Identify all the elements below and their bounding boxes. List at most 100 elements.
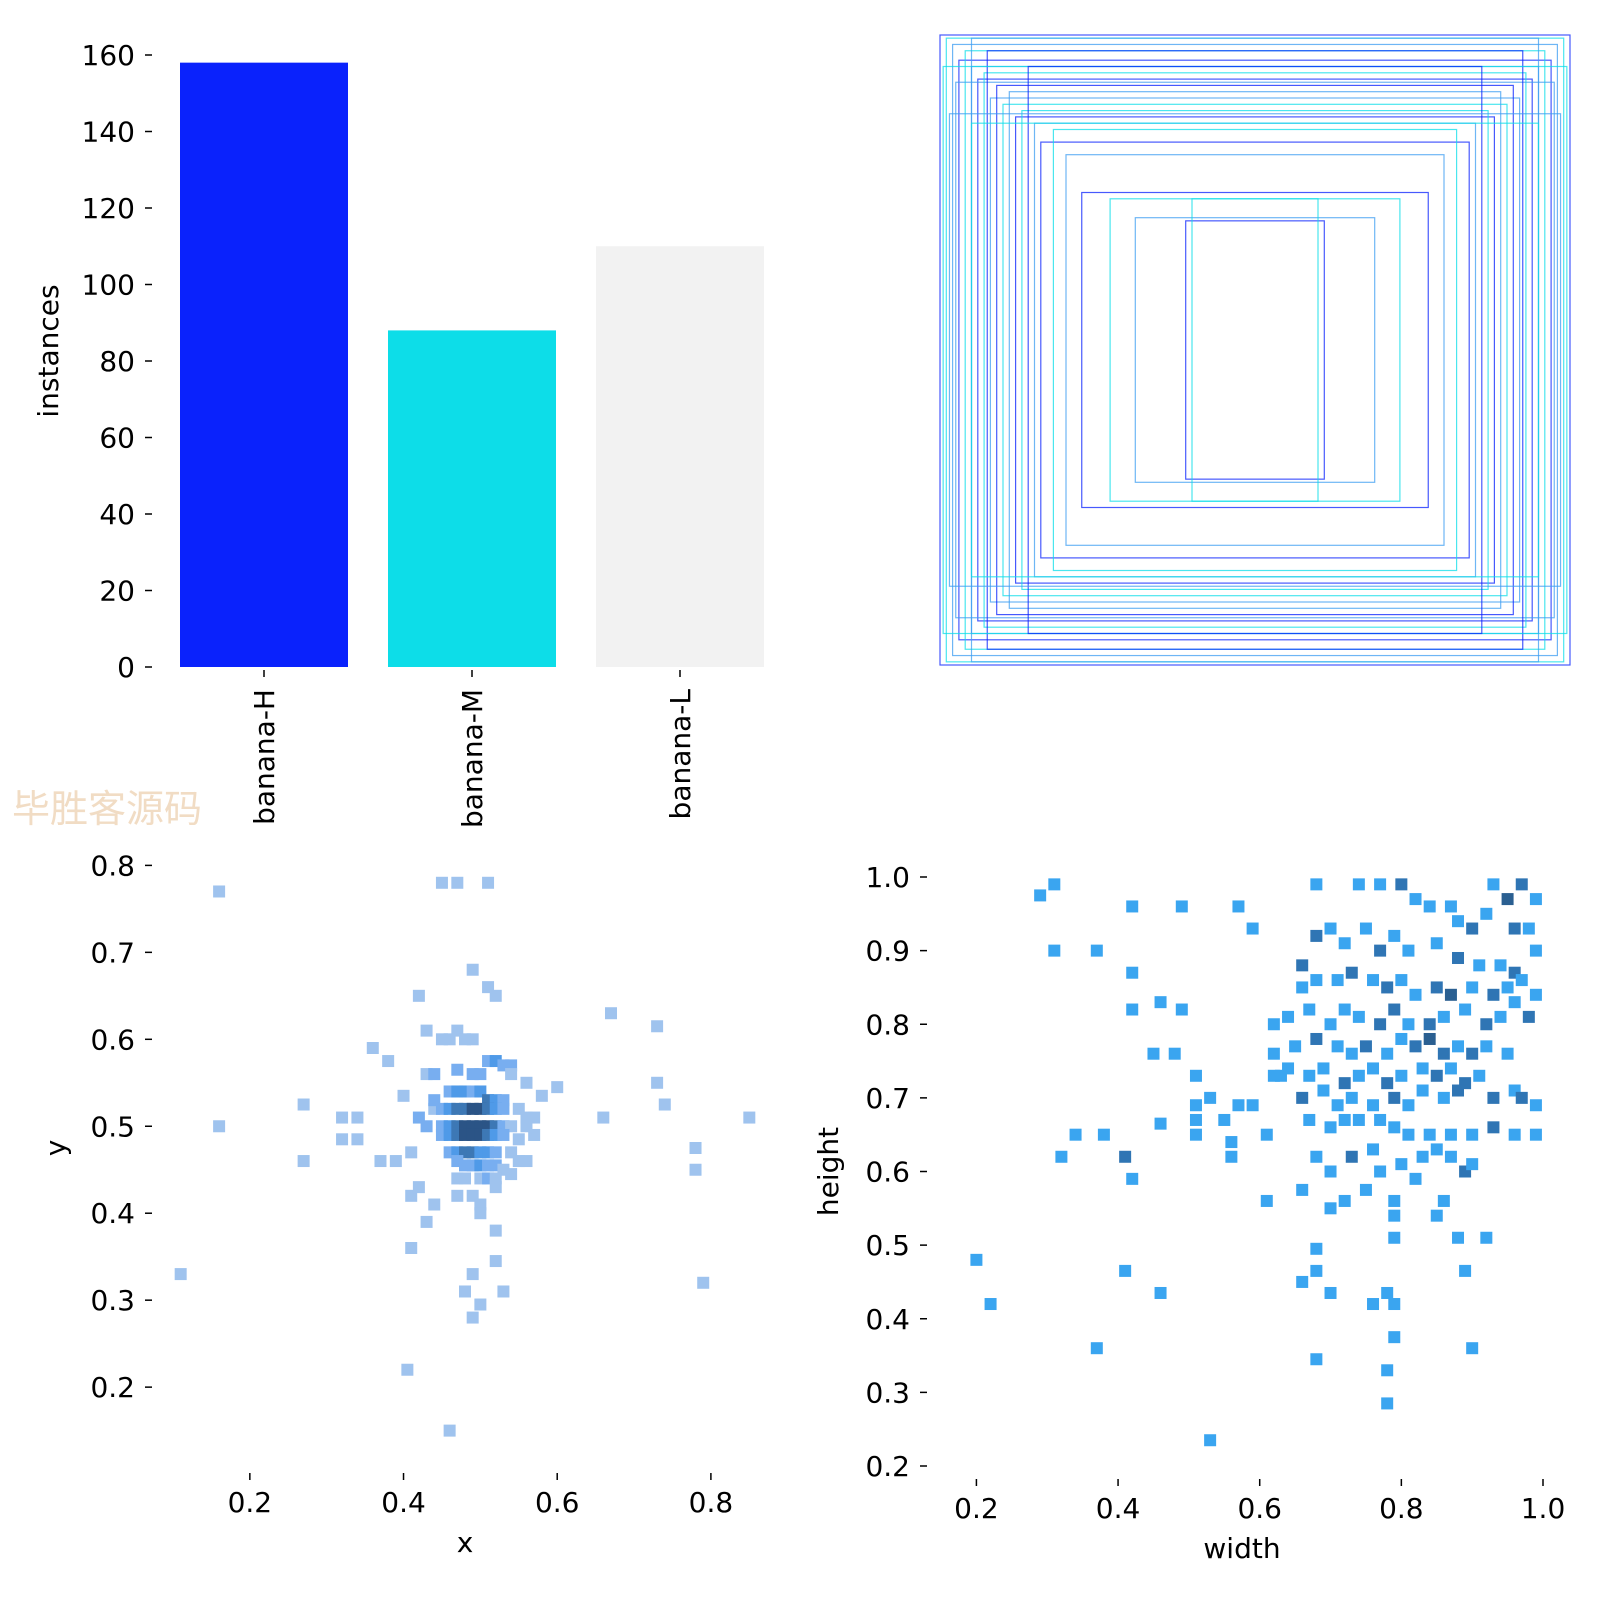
heatmap-cell	[1126, 1172, 1139, 1185]
bounding-box	[1065, 154, 1445, 546]
heatmap-cell	[1501, 981, 1514, 994]
heatmap-cell	[505, 1168, 518, 1181]
heatmap-cell	[1423, 1032, 1436, 1045]
heatmap-cell	[1055, 1150, 1068, 1163]
bar-banana-M	[388, 330, 556, 667]
bounding-box-overlay-panel	[939, 34, 1571, 666]
heatmap-cell	[482, 876, 495, 889]
heatmap-cell	[1090, 1342, 1103, 1355]
heatmap-cell	[1324, 1165, 1337, 1178]
heatmap-cell	[1466, 1158, 1479, 1171]
heatmap-cell	[1303, 1113, 1316, 1126]
heatmap-cell	[1480, 1231, 1493, 1244]
heatmap-cell	[1381, 1397, 1394, 1410]
heatmap-cell	[1282, 1010, 1295, 1023]
heatmap-cell	[1381, 1047, 1394, 1060]
heatmap-cell	[689, 1142, 702, 1154]
heatmap-cell	[1324, 1286, 1337, 1299]
heatmap-cell	[1452, 915, 1465, 928]
heatmap-cell	[412, 1181, 425, 1194]
heatmap-cell	[474, 1068, 487, 1081]
heatmap-cell	[1359, 922, 1372, 935]
y-tick-label: 20	[99, 575, 135, 608]
heatmap-cell	[505, 1120, 518, 1133]
heatmap-cell	[1090, 944, 1103, 957]
heatmap-cell	[1331, 974, 1344, 987]
heatmap-cell	[420, 1120, 433, 1133]
y-tick-label: 60	[99, 422, 135, 455]
heatmap-cell	[374, 1155, 387, 1168]
heatmap-cell	[1189, 1113, 1202, 1126]
heatmap-cell	[489, 1255, 502, 1268]
y-tick-label: 140	[82, 116, 135, 149]
heatmap-cell	[743, 1111, 756, 1124]
heatmap-cell	[1381, 1286, 1394, 1299]
heatmap-cell	[489, 1224, 502, 1237]
heatmap-cell	[1069, 1128, 1082, 1141]
bounding-box	[1109, 198, 1401, 502]
heatmap-cell	[174, 1268, 187, 1281]
bounding-box	[1081, 191, 1429, 509]
y-axis-label: instances	[32, 284, 65, 417]
x-tick-label: banana-M	[456, 689, 489, 828]
bounding-box	[1134, 217, 1376, 483]
heatmap-cell	[1494, 1010, 1507, 1023]
heatmap-cell	[1473, 959, 1486, 972]
heatmap-cell	[428, 1198, 441, 1211]
width-height-heatmap: 0.2 0.4 0.6 0.8 1.0 0.2 0.3 0.4 0.5 0.6 0.7 0.8 0.9 1…	[812, 861, 1565, 1565]
bounding-box	[989, 97, 1521, 603]
heatmap-cell	[1204, 1434, 1217, 1447]
heatmap-cell	[1352, 878, 1365, 891]
heatmap-cell	[1402, 1128, 1415, 1141]
heatmap-cell	[551, 1081, 564, 1094]
heatmap-cell	[1225, 1150, 1238, 1163]
heatmap-cell	[1480, 1040, 1493, 1053]
heatmap-cell	[474, 1298, 487, 1311]
heatmap-cell	[1395, 974, 1408, 987]
bounding-box	[1021, 109, 1489, 590]
heatmap-cell	[297, 1155, 310, 1168]
heatmap-cell	[489, 1146, 502, 1159]
bounding-box	[942, 65, 1568, 635]
heatmap-cell	[1126, 966, 1139, 979]
heatmap-cell	[474, 1207, 487, 1220]
heatmap-cell	[1388, 1003, 1401, 1016]
bounding-box	[1008, 91, 1502, 609]
heatmap-cell	[1331, 1099, 1344, 1112]
x-tick-label: 0.4	[381, 1486, 426, 1519]
heatmap-cell	[1388, 929, 1401, 942]
heatmap-cell	[1444, 1128, 1457, 1141]
x-tick-label: 0.8	[689, 1486, 734, 1519]
heatmap-cell	[1296, 1183, 1309, 1196]
heatmap-cell	[1388, 1331, 1401, 1344]
heatmap-cell	[697, 1276, 710, 1289]
heatmap-cell	[1260, 1128, 1273, 1141]
heatmap-cell	[1515, 878, 1528, 891]
heatmap-cell	[1529, 988, 1542, 1001]
heatmap-cell	[1381, 1077, 1394, 1090]
heatmap-cell	[1338, 1077, 1351, 1090]
heatmap-cell	[605, 1007, 617, 1020]
bounding-box	[1040, 141, 1470, 559]
heatmap-cell	[970, 1253, 983, 1266]
y-tick-label: 100	[82, 269, 135, 302]
heatmap-cell	[366, 1042, 379, 1054]
bar-banana-L	[596, 246, 764, 667]
heatmap-cell	[382, 1055, 395, 1068]
heatmap-cell	[1508, 1128, 1521, 1141]
bounding-box	[986, 50, 1524, 650]
heatmap-cell	[1359, 1040, 1372, 1053]
x-axis-label: width	[1203, 1532, 1280, 1565]
y-tick-label: 0.5	[90, 1110, 135, 1143]
heatmap-cell	[1430, 1209, 1443, 1222]
x-tick-label: 0.2	[954, 1492, 999, 1525]
heatmap-cell	[1423, 1018, 1436, 1031]
heatmap-cell	[512, 1133, 525, 1146]
heatmap-cell	[1508, 922, 1521, 935]
bounding-box	[996, 84, 1514, 616]
bounding-box	[970, 65, 1540, 635]
heatmap-cell	[1204, 1091, 1217, 1104]
heatmap-cell	[1437, 1010, 1450, 1023]
heatmap-cell	[336, 1111, 349, 1124]
heatmap-cell	[1310, 1264, 1323, 1277]
